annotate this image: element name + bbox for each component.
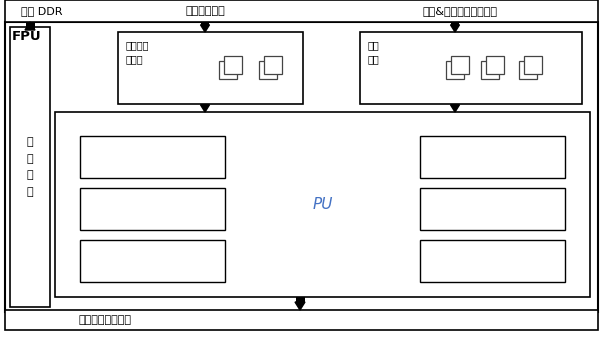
Bar <box>486 56 504 74</box>
Text: 特征映射数据: 特征映射数据 <box>185 6 225 16</box>
Bar <box>420 136 565 178</box>
Bar <box>481 61 499 79</box>
Bar <box>201 22 209 25</box>
Polygon shape <box>295 302 305 310</box>
Polygon shape <box>201 105 209 112</box>
Text: 权重
缓存: 权重 缓存 <box>368 40 380 64</box>
Bar <box>524 56 542 74</box>
Bar <box>10 27 50 307</box>
Bar <box>295 297 305 302</box>
Bar <box>118 32 303 104</box>
Bar <box>451 22 459 25</box>
Bar <box>55 112 590 297</box>
Polygon shape <box>201 25 209 32</box>
Text: 控
制
单
元: 控 制 单 元 <box>27 137 33 197</box>
Bar <box>5 0 598 22</box>
Bar <box>451 104 459 105</box>
Bar <box>259 61 277 79</box>
Text: 权重&索引信息数据外部: 权重&索引信息数据外部 <box>423 6 497 16</box>
Text: 输出特征矩阵缓存: 输出特征矩阵缓存 <box>78 315 131 325</box>
Polygon shape <box>25 22 35 30</box>
Bar <box>420 240 565 282</box>
Text: PU: PU <box>312 197 333 212</box>
Bar <box>80 240 225 282</box>
Bar <box>224 56 242 74</box>
Bar <box>451 56 469 74</box>
Bar <box>80 188 225 230</box>
Bar <box>519 61 537 79</box>
Bar <box>201 104 209 105</box>
Bar <box>5 310 598 330</box>
Bar <box>420 188 565 230</box>
Text: 外部 DDR: 外部 DDR <box>21 6 63 16</box>
Bar <box>219 61 237 79</box>
Bar <box>360 32 582 104</box>
Bar <box>264 56 282 74</box>
Bar <box>446 61 464 79</box>
Bar <box>80 136 225 178</box>
Polygon shape <box>450 105 459 112</box>
Text: 特征矩阵
图缓存: 特征矩阵 图缓存 <box>126 40 150 64</box>
Bar <box>25 22 34 30</box>
Polygon shape <box>450 25 459 32</box>
Text: FPU: FPU <box>12 30 42 43</box>
Bar <box>5 22 598 312</box>
